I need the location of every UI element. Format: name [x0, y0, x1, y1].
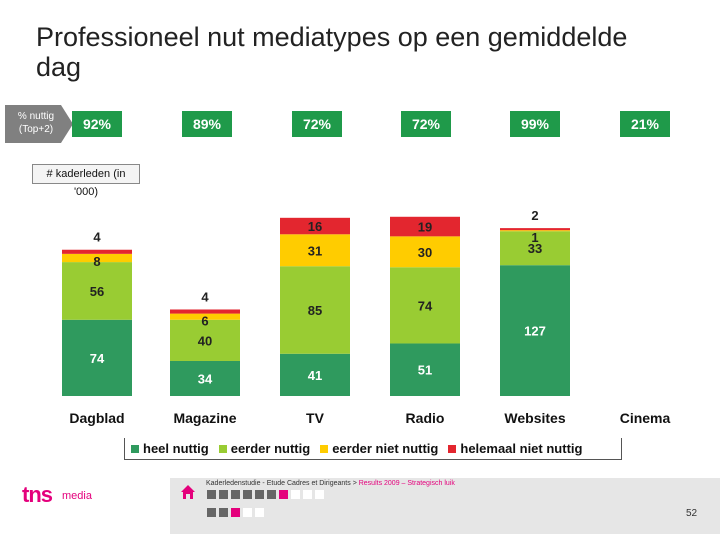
- nav-square[interactable]: [255, 490, 264, 499]
- legend-label-heel-nuttig: heel nuttig: [143, 441, 209, 456]
- nav-square[interactable]: [291, 490, 300, 499]
- category-label-radio: Radio: [406, 410, 445, 426]
- category-label-websites: Websites: [504, 410, 565, 426]
- bar-magazine-eerder-niet-nuttig: [170, 313, 240, 320]
- nav-square[interactable]: [267, 490, 276, 499]
- data-label-magazine-heel-nuttig: 34: [198, 371, 213, 386]
- data-label-dagblad-helemaal-niet-nuttig: 4: [93, 230, 101, 245]
- data-label-radio-eerder-nuttig: 74: [418, 298, 433, 313]
- legend-item-eerder-nuttig: eerder nuttig: [218, 441, 311, 456]
- legend-item-eerder-niet-nuttig: eerder niet nuttig: [320, 441, 438, 456]
- kaderleden-label: # kaderleden (in '000): [32, 164, 140, 198]
- nav-square[interactable]: [207, 508, 216, 517]
- nuttig-pct-radio: 72%: [401, 111, 451, 137]
- bar-radio-eerder-nuttig: [390, 267, 460, 344]
- data-label-radio-eerder-niet-nuttig: 30: [418, 245, 432, 260]
- nav-square[interactable]: [219, 508, 228, 517]
- tns-media-logo: tns media: [10, 482, 92, 514]
- bar-dagblad-eerder-niet-nuttig: [62, 253, 132, 263]
- nuttig-tag-line1: % nuttig: [17, 111, 55, 122]
- bar-websites-helemaal-niet-nuttig: [500, 228, 570, 231]
- bar-tv-eerder-nuttig: [280, 266, 350, 354]
- bar-radio-eerder-niet-nuttig: [390, 236, 460, 268]
- category-label-dagblad: Dagblad: [69, 410, 124, 426]
- bar-magazine-eerder-nuttig: [170, 319, 240, 361]
- bar-websites-heel-nuttig: [500, 265, 570, 396]
- bar-tv-helemaal-niet-nuttig: [280, 217, 350, 235]
- nuttig-pct-tv: 72%: [292, 111, 342, 137]
- footer-source-main: Kaderledenstudie - Etude Cadres et Dirig…: [206, 480, 359, 487]
- bar-tv-heel-nuttig: [280, 353, 350, 396]
- bar-websites-eerder-niet-nuttig: [500, 230, 570, 232]
- legend-swatch-helemaal-niet-nuttig: [448, 444, 457, 453]
- data-label-dagblad-eerder-niet-nuttig: 8: [93, 254, 100, 269]
- nuttig-pct-dagblad: 92%: [72, 111, 122, 137]
- bar-dagblad-eerder-nuttig: [62, 262, 132, 320]
- nuttig-tag: % nuttig (Top+2): [5, 105, 75, 143]
- nav-square-active[interactable]: [279, 490, 288, 499]
- data-label-websites-helemaal-niet-nuttig: 2: [531, 208, 538, 223]
- nuttig-tag-text: % nuttig (Top+2): [9, 110, 63, 136]
- data-label-radio-helemaal-niet-nuttig: 19: [418, 220, 432, 235]
- data-label-tv-heel-nuttig: 41: [308, 368, 322, 383]
- page-title: Professioneel nut mediatypes op een gemi…: [36, 22, 628, 82]
- category-label-tv: TV: [306, 410, 325, 426]
- legend-swatch-eerder-niet-nuttig: [320, 444, 329, 453]
- data-label-tv-eerder-niet-nuttig: 31: [308, 243, 322, 258]
- logo-tns-text: tns: [22, 482, 53, 507]
- nav-square[interactable]: [243, 490, 252, 499]
- bar-dagblad-helemaal-niet-nuttig: [62, 249, 132, 254]
- data-label-magazine-helemaal-niet-nuttig: 4: [201, 289, 209, 304]
- nav-squares-row-1: [207, 490, 327, 499]
- data-label-dagblad-heel-nuttig: 74: [90, 351, 105, 366]
- data-label-dagblad-eerder-nuttig: 56: [90, 284, 104, 299]
- legend-item-heel-nuttig: heel nuttig: [131, 441, 209, 456]
- nav-squares-row-2: [207, 508, 267, 517]
- legend-label-eerder-niet-nuttig: eerder niet nuttig: [332, 441, 439, 456]
- bar-magazine-heel-nuttig: [170, 360, 240, 396]
- data-label-magazine-eerder-niet-nuttig: 6: [201, 314, 208, 329]
- home-icon[interactable]: [180, 484, 196, 500]
- bar-tv-eerder-niet-nuttig: [280, 234, 350, 267]
- page-number: 52: [686, 508, 698, 519]
- nav-square[interactable]: [255, 508, 264, 517]
- data-label-tv-helemaal-niet-nuttig: 16: [308, 219, 322, 234]
- footer-source: Kaderledenstudie - Etude Cadres et Dirig…: [206, 480, 455, 487]
- category-label-cinema: Cinema: [620, 410, 671, 426]
- legend-label-helemaal-niet-nuttig: helemaal niet nuttig: [460, 441, 583, 456]
- stacked-bar-chart: 74 56 8 4 Dagblad 34 40 6 4 Magazine 41 85 31 16 TV 51 7…: [62, 208, 671, 426]
- nav-square[interactable]: [315, 490, 324, 499]
- category-label-magazine: Magazine: [173, 410, 236, 426]
- data-label-tv-eerder-nuttig: 85: [308, 303, 322, 318]
- nav-square[interactable]: [219, 490, 228, 499]
- nav-square[interactable]: [231, 490, 240, 499]
- bar-websites-eerder-nuttig: [500, 231, 570, 266]
- data-label-websites-eerder-nuttig: 33: [528, 241, 542, 256]
- bar-dagblad-heel-nuttig: [62, 319, 132, 396]
- chart-legend: heel nuttig eerder nuttig eerder niet nu…: [124, 438, 622, 460]
- bar-radio-helemaal-niet-nuttig: [390, 216, 460, 237]
- legend-swatch-eerder-nuttig: [218, 444, 227, 453]
- data-label-websites-eerder-niet-nuttig: 1: [531, 230, 538, 245]
- data-label-radio-heel-nuttig: 51: [418, 363, 432, 378]
- data-label-websites-heel-nuttig: 127: [524, 324, 546, 339]
- nuttig-pct-websites: 99%: [510, 111, 560, 137]
- nav-square-active[interactable]: [231, 508, 240, 517]
- nav-square[interactable]: [207, 490, 216, 499]
- logo-media-text: media: [62, 490, 92, 502]
- legend-label-eerder-nuttig: eerder nuttig: [230, 441, 311, 456]
- legend-swatch-heel-nuttig: [131, 444, 139, 453]
- nav-square[interactable]: [243, 508, 252, 517]
- tag-arrow-shape: [5, 105, 73, 143]
- legend-item-helemaal-niet-nuttig: helemaal niet nuttig: [448, 441, 582, 456]
- footer-source-highlight: Results 2009 – Strategisch luik: [358, 480, 455, 487]
- bar-radio-heel-nuttig: [390, 343, 460, 396]
- nuttig-pct-cinema: 21%: [620, 111, 670, 137]
- nav-square[interactable]: [303, 490, 312, 499]
- nuttig-pct-magazine: 89%: [182, 111, 232, 137]
- nuttig-tag-line2: (Top+2): [18, 124, 54, 135]
- footer-band: [170, 478, 720, 534]
- data-label-magazine-eerder-nuttig: 40: [198, 333, 212, 348]
- bar-magazine-helemaal-niet-nuttig: [170, 309, 240, 314]
